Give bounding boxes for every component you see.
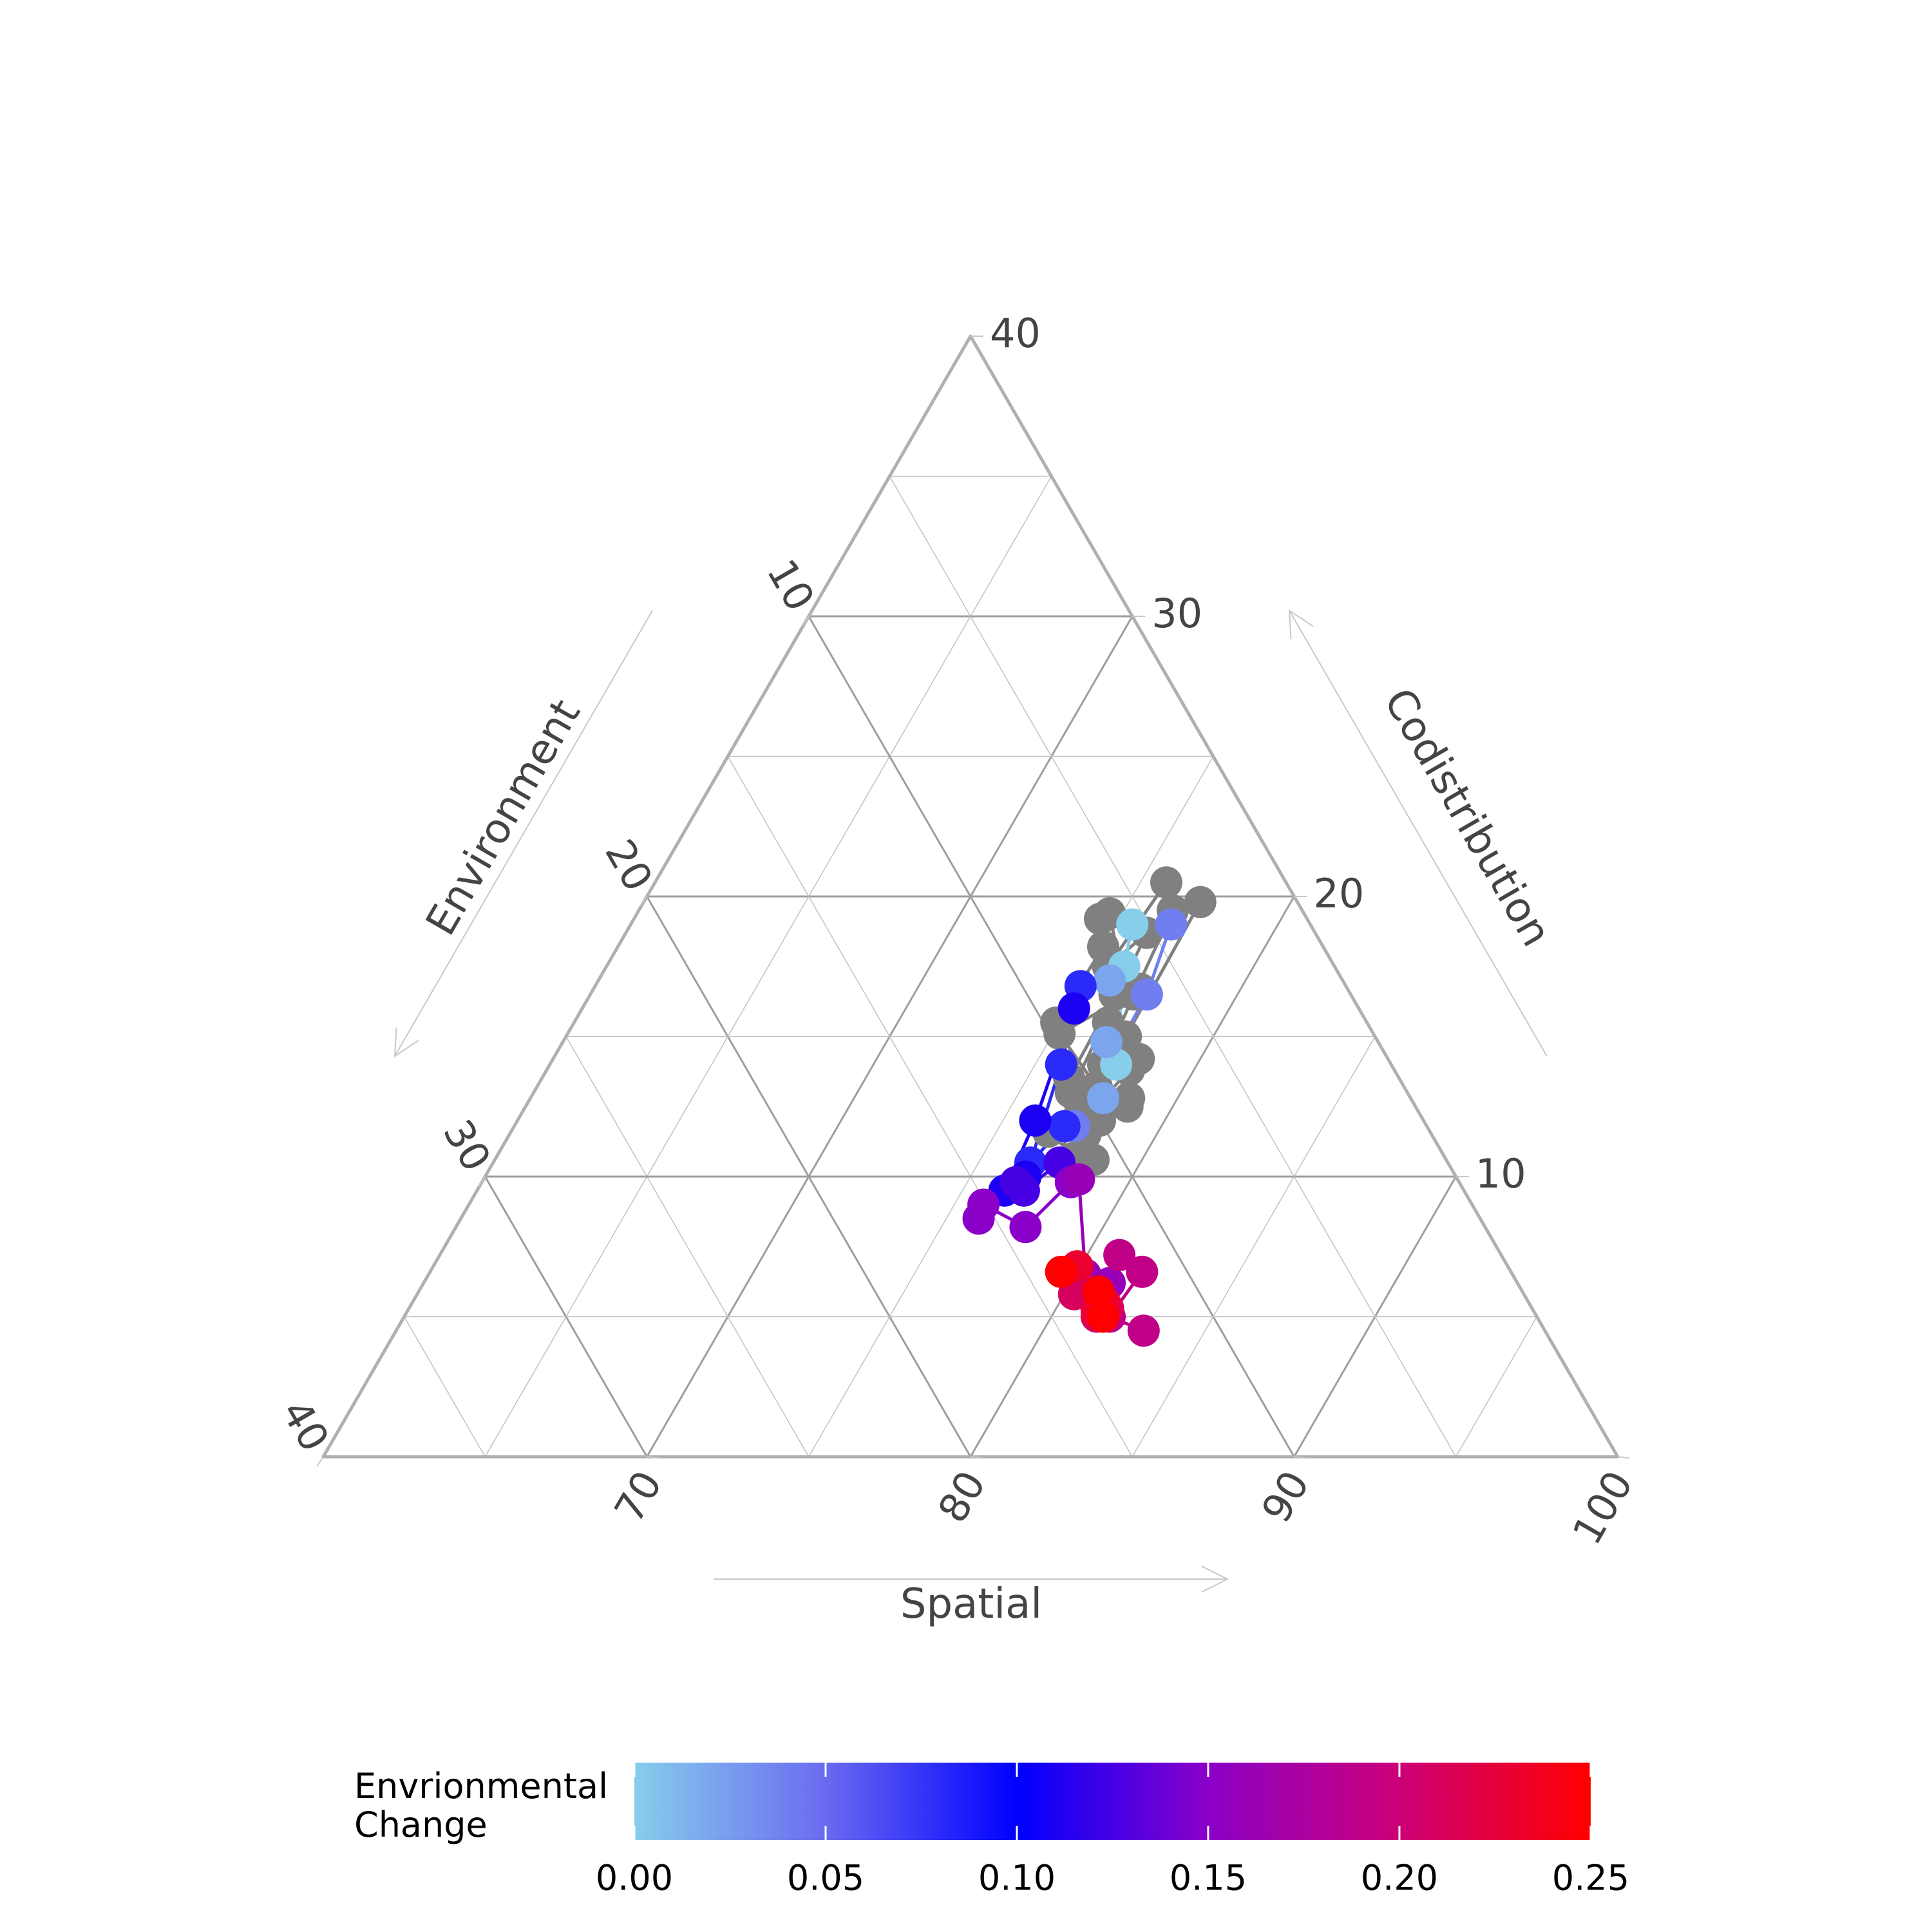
left-tick-mark [639,896,648,907]
data-point [1009,1211,1042,1244]
data-point [1045,1255,1077,1288]
data-point [967,1188,1000,1221]
colorbar-tick-label: 0.15 [1170,1858,1247,1899]
data-point [1130,978,1163,1011]
colorbar-title-line1: Envrionmental [354,1766,608,1806]
grid-line [565,1036,810,1457]
left-tick-mark [478,1176,486,1187]
data-point [1113,1082,1146,1115]
data-point [1090,1026,1123,1059]
bottom-tick-label: 90 [1253,1463,1319,1531]
grid-line [727,756,1133,1457]
right-tick-label: 40 [990,310,1041,357]
data-point [1126,1255,1159,1288]
data-point [1155,908,1188,941]
bottom-tick-label: 70 [605,1463,672,1531]
data-point [1087,1082,1120,1115]
data-point [1087,1300,1120,1333]
colorbar-tick-label: 0.00 [596,1858,673,1899]
grid-line [403,1316,486,1457]
data-point [1057,992,1090,1025]
data-point [1116,908,1149,941]
bottom-axis-arrow [714,1566,1229,1593]
right-tick-label: 10 [1475,1150,1526,1197]
bottom-tick-mark [1617,1456,1630,1459]
data-point [1063,1163,1095,1196]
colorbar-tick-label: 0.25 [1552,1858,1629,1899]
left-tick-mark [801,616,810,627]
data-point [1084,902,1116,935]
colorbar-title-line2: Change [354,1804,488,1845]
data-point [1127,1314,1160,1347]
bottom-tick-mark [970,1456,983,1459]
colorbar-tick-label: 0.10 [978,1858,1056,1899]
bottom-tick-mark [647,1456,659,1459]
data-point [1007,1174,1040,1207]
data-point [1094,964,1126,997]
right-tick-label: 20 [1314,870,1365,917]
ternary-grid [403,475,1538,1457]
data-point [1019,1104,1052,1137]
colorbar-gradient [634,1763,1591,1840]
data-point [1048,1110,1081,1142]
grid-line [1132,1036,1376,1457]
data-points [962,866,1217,1347]
bottom-tick-label: 100 [1563,1463,1642,1553]
grid-line [1455,1316,1538,1457]
left-tick-mark [316,1456,324,1467]
grid-line [484,476,1052,1457]
data-point [1103,1238,1136,1271]
bottom-axis-title: Spatial [900,1580,1042,1628]
colorbar-ticks: 0.00 0.05 0.10 0.15 0.20 0.25 [596,1763,1629,1899]
data-point [1150,866,1183,899]
data-point [1184,886,1217,918]
colorbar-tick-label: 0.20 [1361,1858,1438,1899]
data-point [1045,1048,1077,1081]
colorbar-tick-label: 0.05 [787,1858,864,1899]
right-axis-arrow [1288,609,1548,1057]
bottom-tick-mark [1294,1456,1306,1459]
left-axis-arrow [393,610,653,1057]
left-axis-title: Environment [417,692,590,943]
right-tick-label: 30 [1151,590,1202,637]
grid-line [889,476,1457,1457]
bottom-tick-label: 80 [929,1463,995,1531]
right-axis-title: Codistribution [1374,681,1560,954]
axis-arrows [393,609,1548,1593]
data-point [1043,1018,1076,1050]
grid-line [808,756,1214,1457]
colorbar: 0.00 0.05 0.10 0.15 0.20 0.25 Envrionmental C… [354,1763,1629,1899]
data-point [1087,931,1120,963]
data-point [1082,1275,1115,1308]
